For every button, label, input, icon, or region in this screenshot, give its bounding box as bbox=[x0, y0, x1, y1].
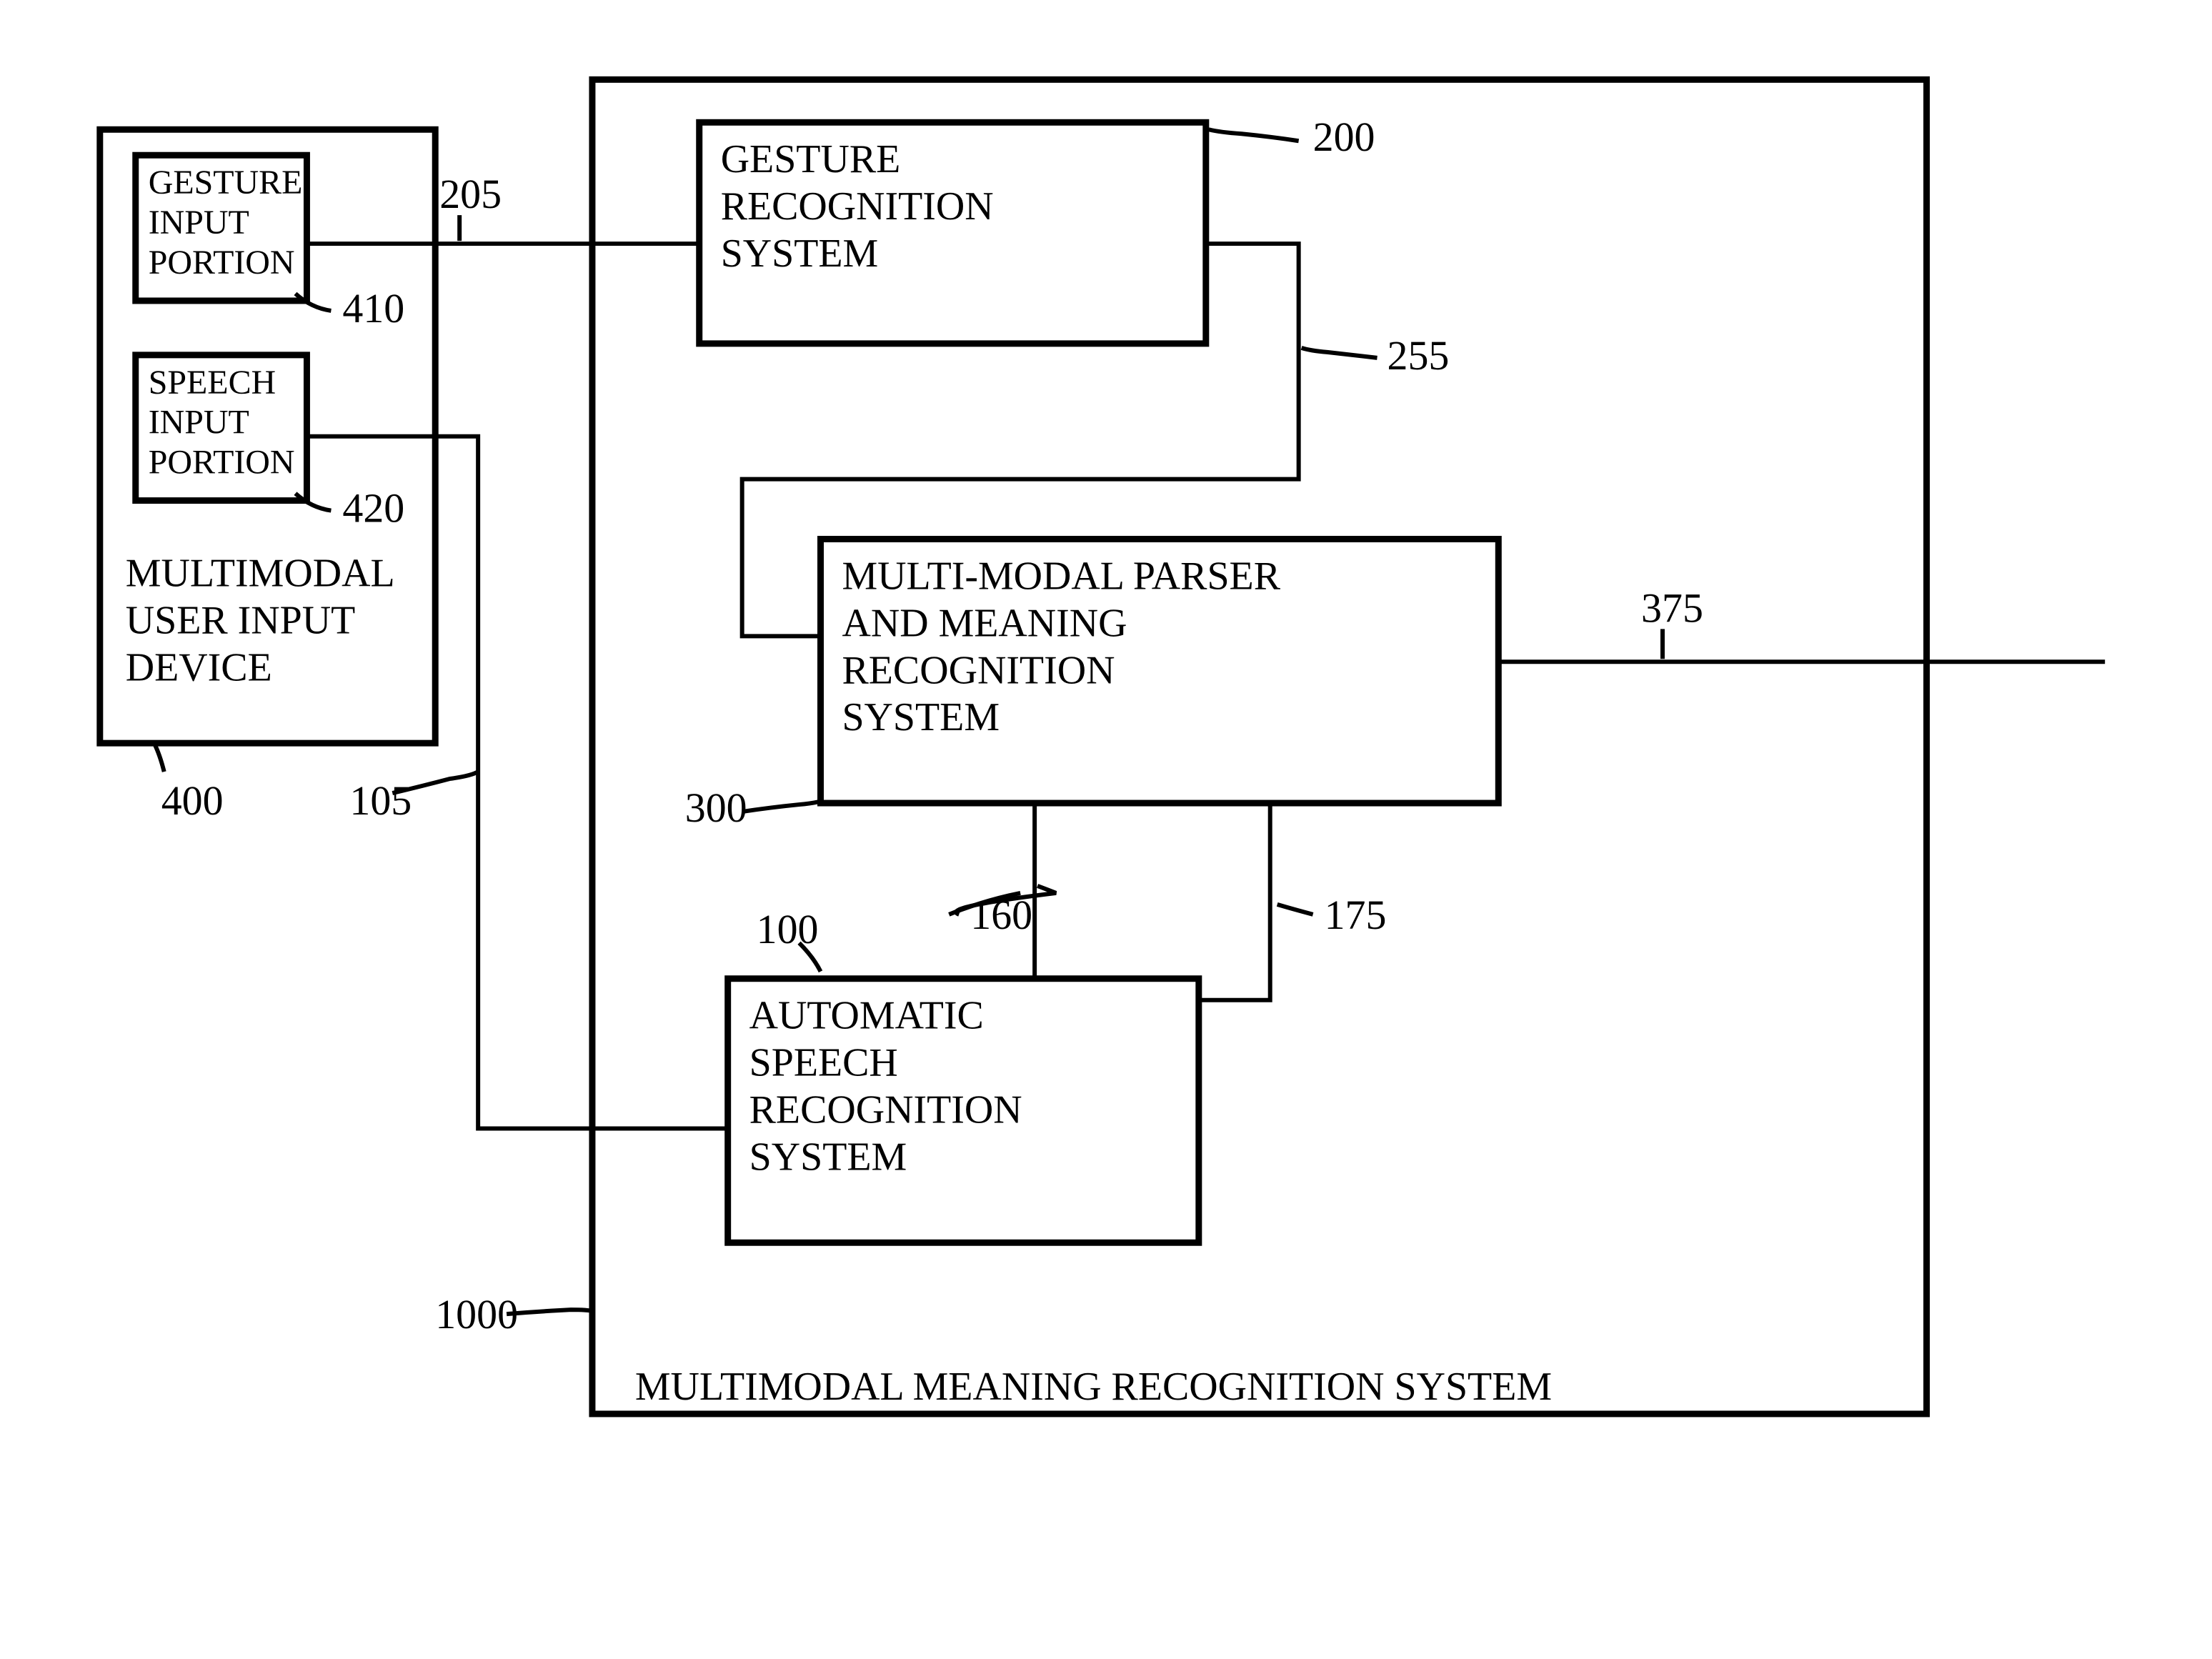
asr-label: AUTOMATIC bbox=[749, 994, 984, 1038]
ref-label-105: 105 bbox=[349, 777, 412, 824]
asr-label: SPEECH bbox=[749, 1041, 898, 1085]
ref-label-200: 200 bbox=[1313, 114, 1375, 160]
parser-label: RECOGNITION bbox=[842, 648, 1115, 692]
device-label: MULTIMODAL bbox=[126, 551, 395, 595]
parser-label: SYSTEM bbox=[842, 695, 1000, 739]
ref-label-160: 160 bbox=[970, 892, 1032, 938]
ref-label-410: 410 bbox=[342, 285, 404, 332]
gesture_in-label: GESTURE bbox=[149, 164, 303, 201]
gesture_in-label: PORTION bbox=[149, 244, 295, 282]
ref-label-400: 400 bbox=[161, 777, 224, 824]
speech_in-label: PORTION bbox=[149, 444, 295, 482]
grs-label: SYSTEM bbox=[721, 231, 879, 276]
device-label: USER INPUT bbox=[126, 598, 356, 642]
ref-label-300: 300 bbox=[685, 784, 747, 831]
ref-label-175: 175 bbox=[1325, 892, 1387, 938]
ref-label-375: 375 bbox=[1641, 584, 1703, 631]
asr-label: SYSTEM bbox=[749, 1135, 907, 1179]
parser-label: AND MEANING bbox=[842, 601, 1127, 645]
ref-label-205: 205 bbox=[439, 171, 502, 217]
speech_in-label: INPUT bbox=[149, 404, 249, 442]
parser-label: MULTI-MODAL PARSER bbox=[842, 554, 1280, 598]
gesture_in-label: INPUT bbox=[149, 204, 249, 241]
speech_in-label: SPEECH bbox=[149, 364, 276, 402]
asr-label: RECOGNITION bbox=[749, 1087, 1022, 1132]
ref-label-1000: 1000 bbox=[435, 1291, 518, 1337]
grs-label: RECOGNITION bbox=[721, 184, 994, 229]
device-label: DEVICE bbox=[126, 645, 272, 689]
ref-label-100: 100 bbox=[757, 906, 819, 952]
ref-label-255: 255 bbox=[1387, 332, 1449, 379]
system-label: MULTIMODAL MEANING RECOGNITION SYSTEM bbox=[635, 1365, 1552, 1409]
grs-label: GESTURE bbox=[721, 137, 901, 181]
ref-label-420: 420 bbox=[342, 485, 404, 532]
